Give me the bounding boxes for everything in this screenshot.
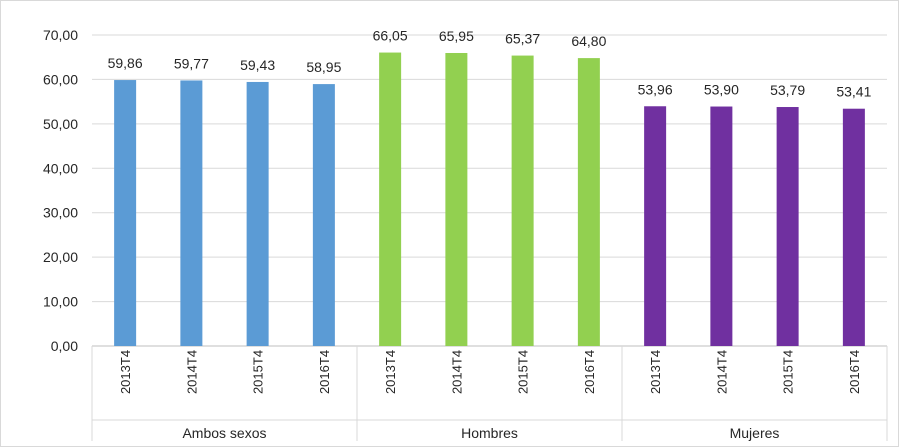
x-tick-label: 2016T4 [847, 350, 862, 394]
x-tick-label: 2015T4 [781, 350, 796, 394]
group-label: Ambos sexos [182, 425, 266, 441]
bar [644, 106, 667, 346]
gridlines [92, 34, 887, 347]
x-tick-label: 2014T4 [714, 350, 729, 394]
y-tick-label: 30,00 [43, 205, 78, 221]
bar [577, 58, 600, 347]
x-tick-label: 2016T4 [317, 350, 332, 394]
bar [511, 55, 534, 346]
bar [842, 108, 865, 346]
bar [114, 80, 137, 346]
data-label: 65,95 [439, 28, 474, 44]
data-label: 58,95 [306, 59, 341, 75]
data-labels: 59,86 59,77 59,43 58,95 66,05 65,95 65,37 64,80… [108, 28, 872, 100]
data-label: 65,37 [505, 31, 540, 47]
y-tick-label: 70,00 [43, 27, 78, 43]
bar [379, 52, 402, 346]
y-tick-label: 60,00 [43, 71, 78, 87]
bar [180, 80, 203, 346]
data-label: 53,90 [704, 82, 739, 98]
bars [114, 52, 865, 347]
group-label: Mujeres [730, 425, 780, 441]
data-label: 66,05 [373, 28, 408, 44]
y-axis: 0,00 10,00 20,00 30,00 40,00 50,00 60,00 70,00 [43, 27, 78, 354]
data-label: 64,80 [571, 33, 606, 49]
x-tick-label: 2013T4 [118, 350, 133, 394]
data-label: 59,86 [108, 55, 143, 71]
data-label: 53,79 [770, 82, 805, 98]
x-axis: 2013T4 2014T4 2015T4 2016T4 Ambos sexos 2013T… [91, 346, 888, 441]
y-tick-label: 40,00 [43, 160, 78, 176]
y-tick-label: 10,00 [43, 294, 78, 310]
y-tick-label: 0,00 [51, 338, 78, 354]
bar [445, 52, 468, 347]
x-tick-label: 2014T4 [184, 350, 199, 394]
x-tick-label: 2013T4 [383, 350, 398, 394]
data-label: 59,43 [240, 57, 275, 73]
x-tick-label: 2014T4 [449, 350, 464, 394]
x-tick-label: 2013T4 [648, 350, 663, 394]
x-tick-label: 2015T4 [516, 350, 531, 394]
data-label: 53,96 [638, 81, 673, 97]
y-tick-label: 20,00 [43, 249, 78, 265]
group-label: Hombres [461, 425, 518, 441]
data-label: 53,41 [836, 84, 871, 100]
bar [710, 106, 733, 346]
x-tick-label: 2016T4 [582, 350, 597, 394]
bar [246, 81, 269, 346]
y-tick-label: 50,00 [43, 116, 78, 132]
x-tick-label: 2015T4 [251, 350, 266, 394]
data-label: 59,77 [174, 55, 209, 71]
bar [776, 107, 799, 347]
bar [312, 84, 335, 347]
